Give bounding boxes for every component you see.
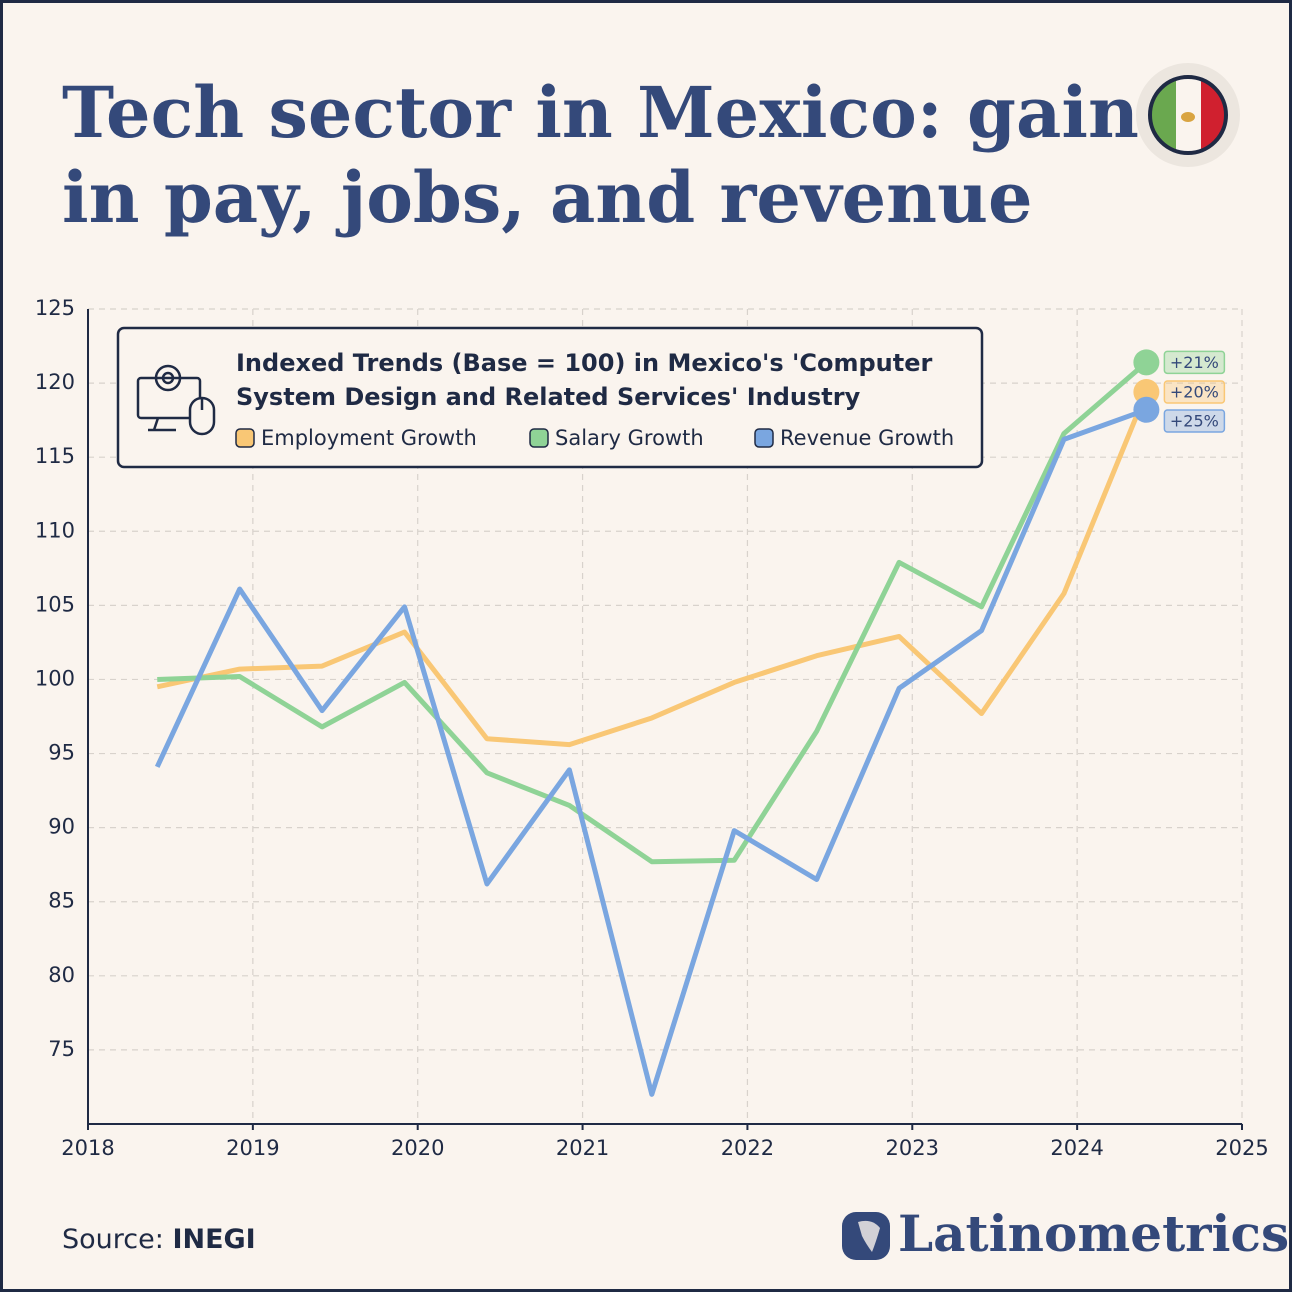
brand: Latinometrics (898, 1204, 1289, 1263)
end-dot (1133, 396, 1160, 423)
y-tick-label: 90 (48, 815, 75, 839)
y-tick-label: 85 (48, 889, 75, 913)
end-label: +25% (1170, 411, 1219, 430)
source-name: INEGI (172, 1224, 255, 1255)
legend-title: System Design and Related Services' Indu… (236, 383, 861, 411)
x-tick-label: 2020 (391, 1136, 444, 1160)
end-dot (1133, 378, 1160, 405)
y-tick-label: 120 (35, 370, 75, 394)
legend-title: Indexed Trends (Base = 100) in Mexico's … (236, 349, 932, 377)
x-tick-label: 2024 (1050, 1136, 1103, 1160)
plot-area: 75 80 85 90 95 100 105 110 115 120 125 2018 2019 2020… (35, 296, 1269, 1160)
flag (1136, 63, 1240, 167)
series-line (157, 360, 1149, 865)
source-label: Source: (62, 1224, 164, 1255)
y-tick-label: 95 (48, 741, 75, 765)
end-label: +21% (1170, 353, 1219, 372)
x-tick-label: 2021 (556, 1136, 609, 1160)
end-label: +20% (1170, 382, 1219, 401)
legend-icon (136, 364, 216, 436)
chart-title: Tech sector in Mexico: gains (62, 71, 1178, 154)
series-line (154, 407, 1148, 1097)
chart-title: in pay, jobs, and revenue (62, 156, 1033, 239)
y-tick-label: 105 (35, 592, 75, 616)
y-tick-label: 125 (35, 296, 75, 320)
end-dot (1133, 349, 1160, 376)
legend-label: Revenue Growth (780, 426, 954, 450)
end-label-box (1163, 409, 1226, 433)
legend-label: Salary Growth (555, 426, 704, 450)
brand-logo (842, 1212, 890, 1260)
x-tick-label: 2018 (61, 1136, 114, 1160)
y-tick-label: 100 (35, 666, 75, 690)
x-tick-label: 2019 (226, 1136, 279, 1160)
series-line (156, 391, 1149, 748)
y-tick-label: 115 (35, 444, 75, 468)
legend-swatch (235, 428, 255, 448)
x-tick-label: 2023 (886, 1136, 939, 1160)
x-tick-label: 2025 (1215, 1136, 1268, 1160)
legend: Indexed Trends (Base = 100) in Mexico's … (116, 326, 984, 469)
end-label-box (1163, 350, 1226, 375)
y-tick-label: 110 (35, 518, 75, 542)
legend-swatch (754, 428, 774, 448)
x-tick-label: 2022 (721, 1136, 774, 1160)
legend-label: Employment Growth (261, 426, 477, 450)
y-tick-label: 75 (48, 1037, 75, 1061)
source: Source: INEGI (62, 1224, 256, 1255)
end-label-box (1163, 380, 1226, 404)
legend-swatch (529, 428, 549, 448)
y-tick-label: 80 (48, 963, 75, 987)
